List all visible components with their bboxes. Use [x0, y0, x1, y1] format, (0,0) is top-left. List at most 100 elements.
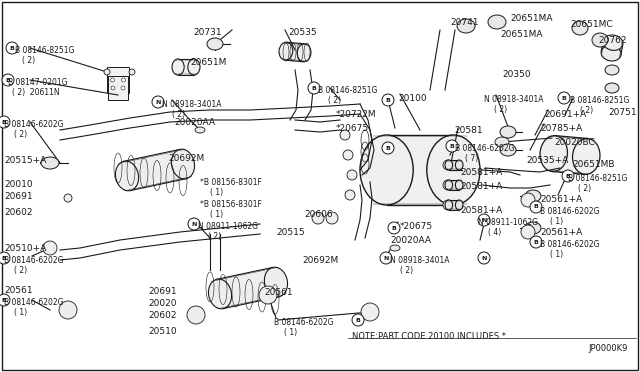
Text: 20606: 20606	[304, 210, 333, 219]
Circle shape	[122, 78, 125, 82]
Text: 20651MC: 20651MC	[570, 20, 612, 29]
Text: 20581+A: 20581+A	[460, 206, 502, 215]
Text: ( 1): ( 1)	[550, 250, 563, 259]
Text: B: B	[10, 45, 15, 51]
Circle shape	[530, 236, 542, 248]
Circle shape	[6, 42, 18, 54]
Text: B 08146-8251G: B 08146-8251G	[570, 96, 629, 105]
Text: B: B	[566, 173, 570, 179]
Circle shape	[380, 252, 392, 264]
Text: 20020AA: 20020AA	[174, 118, 215, 127]
Text: 20020: 20020	[148, 299, 177, 308]
Ellipse shape	[360, 135, 413, 205]
Text: 20741: 20741	[450, 18, 479, 27]
Circle shape	[187, 306, 205, 324]
Text: 20020AA: 20020AA	[390, 236, 431, 245]
Circle shape	[188, 218, 200, 230]
Text: N: N	[481, 256, 486, 260]
Text: 20785+A: 20785+A	[540, 124, 582, 133]
Text: B 08146-6202G: B 08146-6202G	[540, 207, 600, 216]
Circle shape	[104, 69, 110, 75]
Circle shape	[129, 69, 135, 75]
Ellipse shape	[605, 83, 619, 93]
Text: 20651MA: 20651MA	[510, 14, 552, 23]
Bar	[552, 136, 588, 174]
Text: N: N	[481, 218, 486, 222]
Text: ( 2): ( 2)	[14, 266, 27, 275]
Ellipse shape	[207, 38, 223, 50]
Ellipse shape	[188, 59, 200, 75]
Text: ( 1): ( 1)	[210, 210, 223, 219]
Circle shape	[0, 252, 10, 264]
Circle shape	[312, 212, 324, 224]
Text: 20535: 20535	[288, 28, 317, 37]
Text: B 08146-6202G: B 08146-6202G	[4, 298, 63, 307]
Text: B 08146-8251G: B 08146-8251G	[318, 86, 378, 95]
Text: 20691: 20691	[148, 287, 177, 296]
Circle shape	[347, 170, 357, 180]
Bar	[449, 180, 460, 190]
Text: ( 1): ( 1)	[550, 217, 563, 226]
Text: 20510+A: 20510+A	[4, 244, 46, 253]
Text: B: B	[1, 298, 6, 302]
Circle shape	[111, 78, 115, 82]
Ellipse shape	[115, 161, 139, 191]
Circle shape	[521, 225, 535, 239]
Ellipse shape	[41, 157, 59, 169]
Text: 20692M: 20692M	[168, 154, 204, 163]
Text: *20675: *20675	[400, 222, 433, 231]
Text: 20651MA: 20651MA	[500, 30, 543, 39]
Text: *B 08156-8301F: *B 08156-8301F	[200, 178, 262, 187]
Text: N 08918-3401A: N 08918-3401A	[390, 256, 449, 265]
Bar	[449, 200, 460, 210]
Text: B: B	[1, 256, 6, 260]
Ellipse shape	[603, 35, 623, 50]
Circle shape	[0, 116, 10, 128]
Text: 20010: 20010	[4, 180, 33, 189]
Text: B: B	[385, 145, 390, 151]
Circle shape	[382, 94, 394, 106]
Ellipse shape	[427, 135, 480, 205]
Bar	[387, 135, 453, 205]
Circle shape	[340, 130, 350, 140]
Circle shape	[446, 140, 458, 152]
Text: 20581+A: 20581+A	[460, 182, 502, 191]
Ellipse shape	[264, 267, 287, 297]
Circle shape	[382, 142, 394, 154]
Text: ( 1): ( 1)	[14, 308, 27, 317]
Text: B: B	[1, 119, 6, 125]
Ellipse shape	[279, 42, 292, 60]
Text: N 08918-3401A: N 08918-3401A	[484, 95, 543, 104]
Circle shape	[345, 190, 355, 200]
Text: ( 2): ( 2)	[494, 105, 507, 114]
Text: 20691: 20691	[4, 192, 33, 201]
Circle shape	[352, 314, 364, 326]
Text: B: B	[312, 86, 316, 90]
Circle shape	[308, 82, 320, 94]
Circle shape	[259, 286, 277, 304]
Text: 20515: 20515	[276, 228, 305, 237]
Circle shape	[530, 201, 542, 213]
Text: ( 4): ( 4)	[488, 228, 501, 237]
Text: 20100: 20100	[398, 94, 427, 103]
Text: N 08918-3401A: N 08918-3401A	[162, 100, 221, 109]
Circle shape	[326, 212, 338, 224]
Circle shape	[121, 86, 125, 90]
Ellipse shape	[456, 160, 463, 170]
Text: 20691+A: 20691+A	[544, 110, 586, 119]
Circle shape	[443, 160, 453, 170]
Ellipse shape	[495, 137, 509, 147]
Text: 20602: 20602	[148, 311, 177, 320]
Text: 20581: 20581	[454, 126, 483, 135]
Text: NOTE:PART CODE 20100 INCLUDES *.: NOTE:PART CODE 20100 INCLUDES *.	[352, 332, 509, 341]
Ellipse shape	[592, 33, 608, 47]
Text: 20651M: 20651M	[190, 58, 227, 67]
Circle shape	[152, 96, 164, 108]
Text: B: B	[561, 96, 566, 100]
Text: 20020BC: 20020BC	[554, 138, 595, 147]
Text: B 08146-8251G: B 08146-8251G	[568, 174, 627, 183]
Circle shape	[478, 252, 490, 264]
Text: 20535+A: 20535+A	[526, 156, 568, 165]
Text: ( 2)  20611N: ( 2) 20611N	[12, 88, 60, 97]
Text: 20515+A: 20515+A	[4, 156, 46, 165]
